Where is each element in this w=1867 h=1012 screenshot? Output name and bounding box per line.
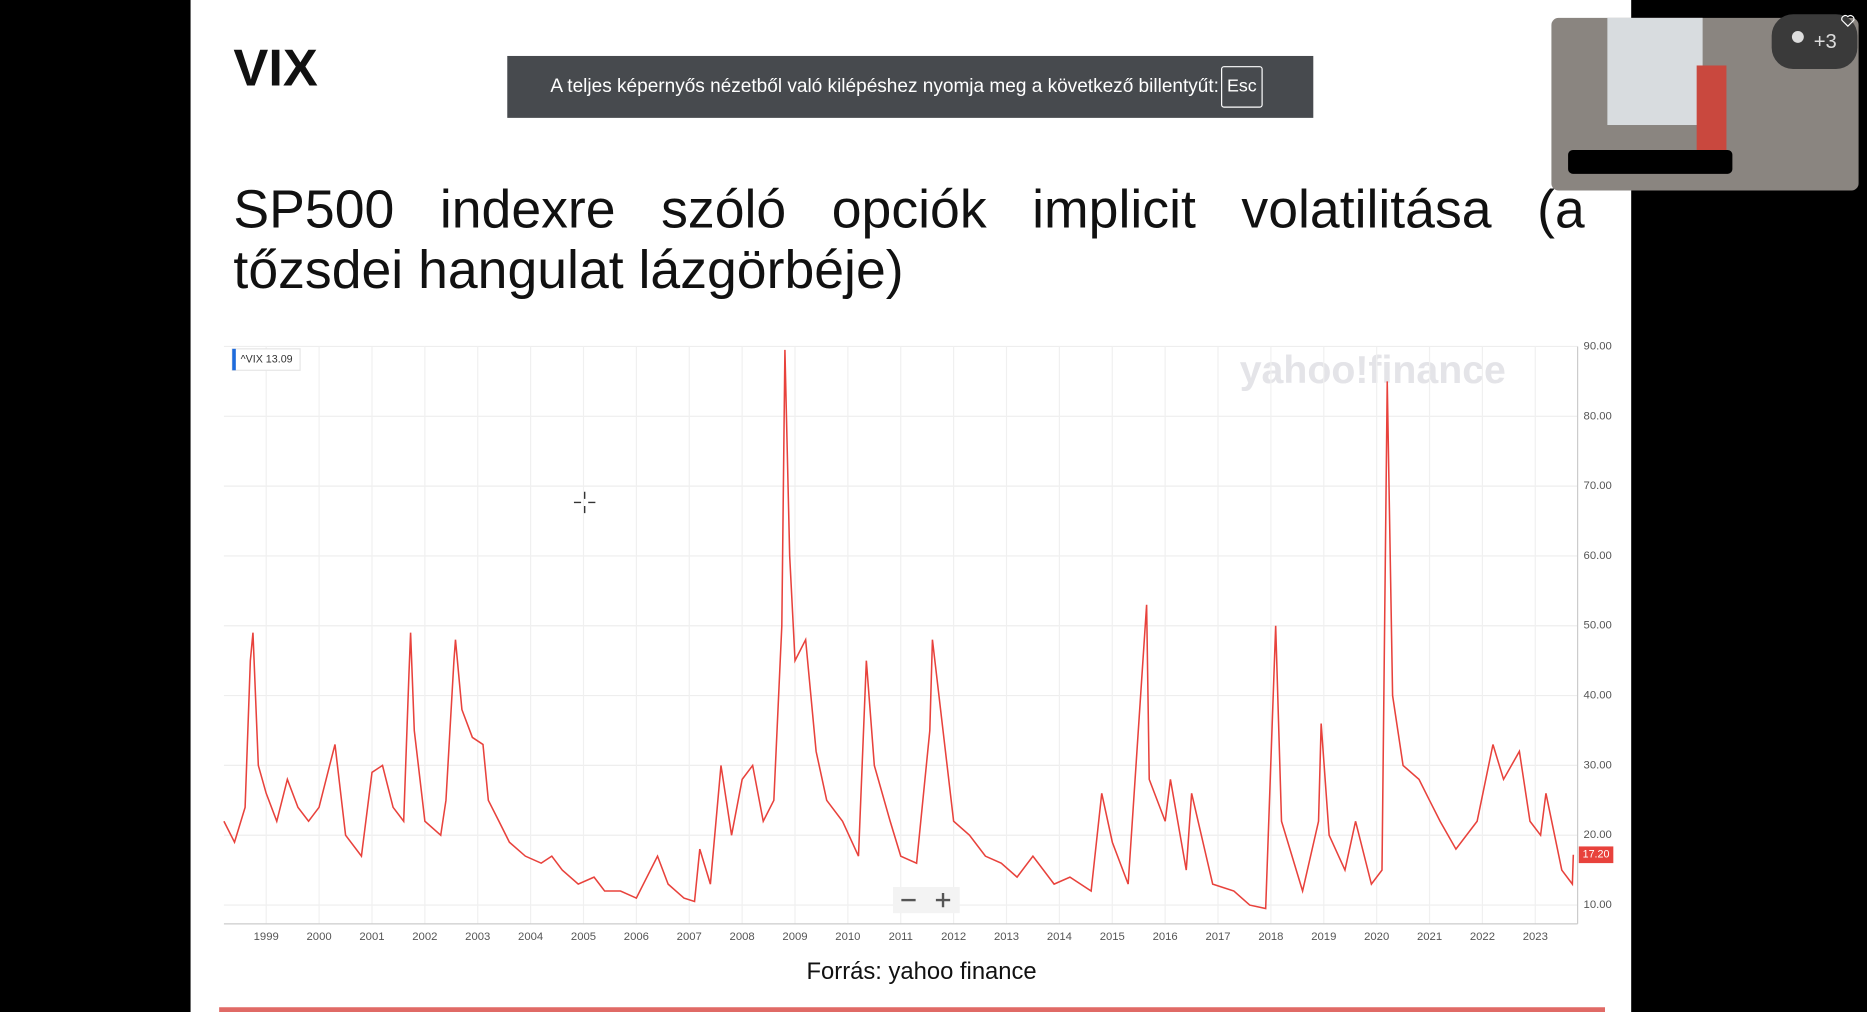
notice-text: A teljes képernyős nézetből való kilépés… (550, 76, 1219, 97)
y-tick-label: 70.00 (1584, 480, 1612, 492)
x-tick-label: 2004 (518, 931, 543, 943)
x-tick-label: 2015 (1100, 931, 1125, 943)
last-price-label: 17.20 (1583, 849, 1610, 861)
zoom-in[interactable] (935, 892, 951, 908)
x-tick-label: 2002 (412, 931, 437, 943)
cursor (573, 491, 596, 514)
x-tick-label: 2017 (1205, 931, 1230, 943)
x-tick-label: 2006 (624, 931, 649, 943)
y-tick-label: 30.00 (1584, 759, 1612, 771)
x-tick-label: 2013 (994, 931, 1019, 943)
slide-heading: SP500 indexre szóló opciók implicit vola… (233, 178, 1585, 301)
zoom-controls (893, 886, 960, 914)
person-icon (1791, 30, 1804, 43)
legend-label: ^VIX 13.09 (241, 353, 293, 365)
y-tick-label: 50.00 (1584, 620, 1612, 632)
x-tick-label: 2005 (571, 931, 596, 943)
webcam-screen (1607, 17, 1703, 126)
heart-icon[interactable] (1841, 15, 1855, 28)
x-tick-label: 2014 (1047, 931, 1072, 943)
x-tick-label: 2009 (782, 931, 807, 943)
x-tick-label: 2007 (677, 931, 702, 943)
y-tick-label: 90.00 (1584, 340, 1612, 352)
x-tick-label: 2019 (1311, 931, 1336, 943)
y-tick-label: 60.00 (1584, 550, 1612, 562)
x-tick-label: 2001 (359, 931, 384, 943)
esc-key-label: Esc (1227, 76, 1257, 96)
x-tick-label: 2008 (730, 931, 755, 943)
x-tick-label: 2010 (835, 931, 860, 943)
y-tick-label: 20.00 (1584, 829, 1612, 841)
x-tick-label: 2023 (1523, 931, 1548, 943)
y-tick-label: 10.00 (1584, 899, 1612, 911)
x-tick-label: 2000 (307, 931, 332, 943)
legend-marker (232, 348, 236, 371)
webcam-name (1568, 150, 1733, 174)
x-tick-label: 2021 (1417, 931, 1442, 943)
x-tick-label: 2011 (889, 931, 913, 943)
vix-line (223, 349, 1575, 910)
y-tick-label: 80.00 (1584, 410, 1612, 422)
watermark: yahoo!finance (1240, 348, 1506, 392)
last-price-marker (1578, 846, 1614, 864)
slide (190, 0, 1632, 1012)
x-tick-label: 2003 (465, 931, 490, 943)
x-tick-label: 2012 (941, 931, 966, 943)
source: Forrás: yahoo finance (807, 958, 1037, 985)
x-tick-label: 1999 (254, 931, 279, 943)
participants-count: +3 (1814, 31, 1837, 53)
x-tick-label: 2018 (1258, 931, 1283, 943)
chart: yahoo!finance 10.00 20.00 30.00 40.00 50.00 6… (223, 340, 1614, 943)
footer-line (219, 1007, 1605, 1012)
esc-key (1221, 66, 1263, 108)
heading-box: SP500 indexre szóló opciók implicit vola… (233, 178, 1585, 301)
legend: ^VIX 13.09 (231, 348, 301, 371)
x-tick-label: 2020 (1364, 931, 1389, 943)
y-tick-label: 40.00 (1584, 690, 1612, 702)
x-tick-label: 2022 (1470, 931, 1495, 943)
participants-badge[interactable] (1771, 14, 1858, 70)
x-tick-label: 2016 (1153, 931, 1178, 943)
slide-title: VIX (233, 39, 317, 97)
fullscreen-notice (507, 55, 1314, 118)
